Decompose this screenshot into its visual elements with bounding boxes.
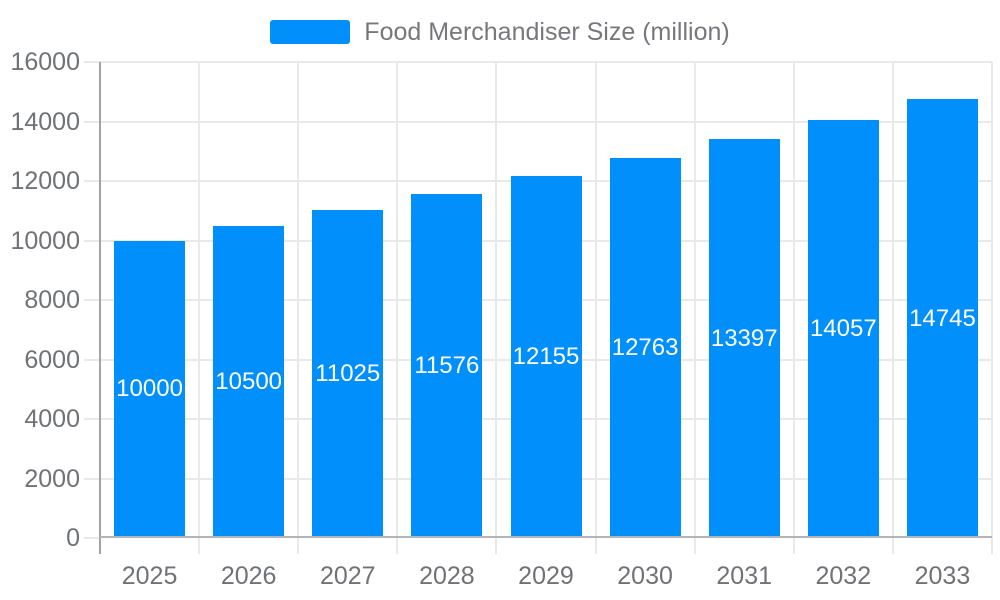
x-tick-label: 2026 bbox=[220, 562, 277, 590]
y-axis-tick bbox=[84, 120, 100, 123]
y-tick-label: 14000 bbox=[10, 107, 80, 136]
x-grid-line bbox=[396, 62, 399, 538]
legend-label: Food Merchandiser Size (million) bbox=[364, 17, 730, 46]
x-axis-tick bbox=[495, 538, 498, 554]
x-axis-tick bbox=[991, 538, 993, 554]
x-grid-line bbox=[792, 62, 795, 538]
x-grid-line bbox=[495, 62, 498, 538]
x-axis-tick bbox=[396, 538, 399, 554]
y-axis-tick bbox=[84, 299, 100, 301]
bar[interactable] bbox=[114, 240, 186, 536]
y-tick-label: 6000 bbox=[24, 345, 80, 374]
bar[interactable] bbox=[510, 176, 582, 536]
x-axis-tick bbox=[198, 538, 201, 554]
x-axis-tick bbox=[891, 538, 894, 554]
bar-value-label: 12763 bbox=[611, 334, 679, 362]
y-grid-line bbox=[100, 61, 992, 63]
y-tick-label: 10000 bbox=[10, 226, 80, 255]
y-tick-label: 0 bbox=[66, 524, 80, 552]
x-axis-tick bbox=[792, 538, 795, 554]
bar[interactable] bbox=[906, 99, 978, 536]
y-axis-tick bbox=[84, 537, 100, 539]
bar[interactable] bbox=[213, 225, 285, 536]
bar-value-label: 13397 bbox=[710, 324, 778, 352]
y-axis-tick bbox=[84, 477, 100, 480]
bar-value-label: 10500 bbox=[215, 367, 283, 395]
bar[interactable] bbox=[609, 158, 681, 536]
plot-area: 10000 10500 11025 11576 12155 12763 13397 14057… bbox=[84, 61, 993, 554]
x-tick-label: 2030 bbox=[617, 562, 673, 590]
x-grid-line bbox=[198, 62, 201, 538]
bar-value-label: 14057 bbox=[809, 314, 877, 342]
x-axis-tick bbox=[297, 538, 300, 554]
bar[interactable] bbox=[312, 210, 384, 536]
y-grid-line bbox=[100, 120, 992, 123]
x-grid-line bbox=[693, 62, 696, 538]
bar[interactable] bbox=[807, 119, 879, 536]
y-axis-line bbox=[99, 62, 101, 554]
x-axis-tick bbox=[693, 538, 696, 554]
x-grid-line bbox=[991, 62, 993, 538]
bar[interactable] bbox=[708, 139, 780, 536]
y-tick-label: 4000 bbox=[24, 405, 80, 433]
bar-value-label: 14745 bbox=[909, 304, 976, 332]
bar[interactable] bbox=[411, 193, 483, 536]
x-tick-label: 2028 bbox=[419, 562, 475, 590]
legend-swatch bbox=[270, 20, 351, 44]
y-axis-tick bbox=[84, 358, 100, 361]
bar-value-label: 11576 bbox=[414, 351, 480, 379]
x-axis-tick bbox=[594, 538, 597, 554]
x-grid-line bbox=[594, 62, 597, 538]
y-tick-label: 12000 bbox=[10, 167, 80, 195]
y-tick-label: 2000 bbox=[24, 464, 80, 493]
y-axis-tick bbox=[84, 180, 100, 182]
y-tick-label: 8000 bbox=[24, 286, 80, 314]
x-grid-line bbox=[297, 62, 300, 538]
x-grid-line bbox=[891, 62, 894, 538]
x-tick-label: 2027 bbox=[319, 562, 376, 590]
x-tick-label: 2033 bbox=[914, 562, 971, 590]
bar-value-label: 11025 bbox=[315, 360, 381, 387]
x-axis-line bbox=[100, 536, 992, 538]
x-tick-label: 2025 bbox=[121, 562, 178, 590]
bar-value-label: 10000 bbox=[116, 375, 183, 403]
x-tick-label: 2032 bbox=[815, 562, 872, 590]
x-tick-label: 2029 bbox=[518, 562, 574, 590]
bar-value-label: 12155 bbox=[512, 343, 580, 371]
y-axis-tick bbox=[84, 239, 100, 242]
y-tick-label: 16000 bbox=[10, 48, 80, 76]
x-tick-label: 2031 bbox=[716, 562, 773, 590]
y-axis-tick bbox=[84, 61, 100, 63]
y-axis-tick bbox=[84, 418, 100, 420]
legend[interactable]: Food Merchandiser Size (million) bbox=[0, 16, 1000, 48]
